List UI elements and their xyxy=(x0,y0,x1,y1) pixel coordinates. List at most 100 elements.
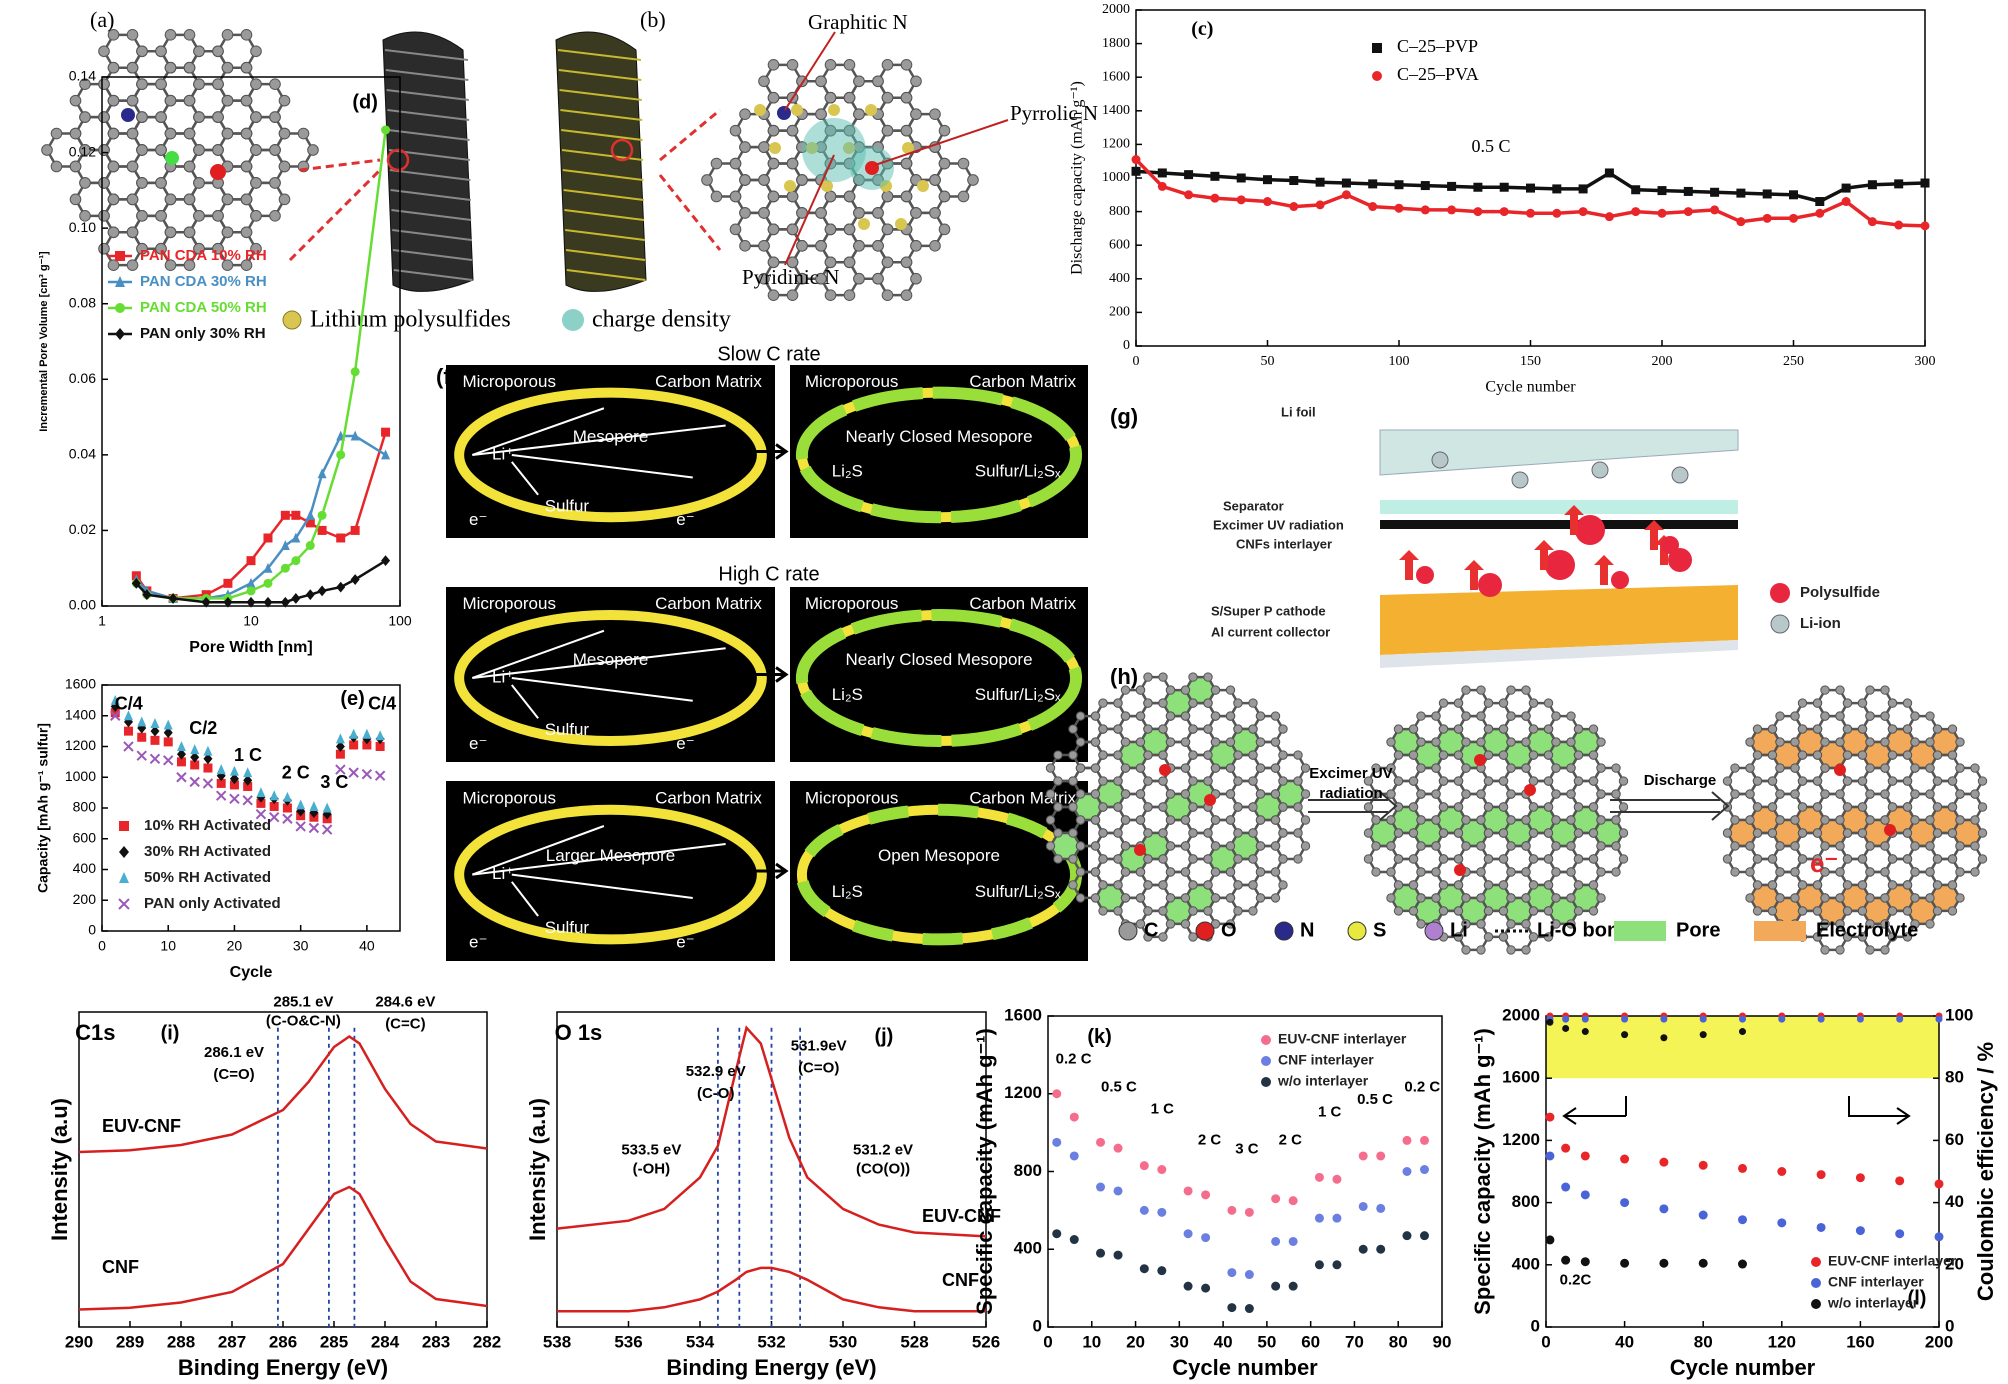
marker xyxy=(1499,182,1509,192)
legend-label: PAN CDA 30% RH xyxy=(140,273,267,290)
atom xyxy=(1386,867,1396,877)
polysulfide xyxy=(1416,566,1434,584)
pore xyxy=(1391,884,1421,911)
atom xyxy=(1551,737,1561,747)
marker xyxy=(1376,1244,1386,1254)
x-tick-label: 40 xyxy=(1214,1332,1233,1351)
atom xyxy=(1075,815,1086,825)
atom xyxy=(1270,737,1281,747)
atom xyxy=(1752,724,1763,734)
marker xyxy=(201,596,211,608)
marker xyxy=(1096,1182,1106,1192)
atom xyxy=(1090,841,1101,851)
atom xyxy=(1143,672,1153,682)
diagram-label: Carbon Matrix xyxy=(655,372,762,391)
atom xyxy=(183,61,196,74)
marker xyxy=(1447,181,1457,191)
annotation: 0.2 C xyxy=(1056,1051,1092,1068)
atom xyxy=(1611,789,1621,799)
atom xyxy=(1528,906,1539,916)
diagram-label: Larger Mesopore xyxy=(546,846,675,865)
atom xyxy=(1835,919,1845,929)
atom xyxy=(1476,815,1486,825)
x-tick-label: 300 xyxy=(1915,354,1936,369)
x-tick-label: 20 xyxy=(1126,1332,1145,1351)
marker xyxy=(202,778,214,789)
atom xyxy=(1431,789,1441,799)
legend-label: w/o interlayer xyxy=(1277,1073,1369,1089)
atom xyxy=(1053,854,1063,864)
pore xyxy=(1571,729,1601,756)
axis-arrow xyxy=(1848,1096,1911,1125)
atom xyxy=(1566,789,1576,799)
pore xyxy=(1391,807,1421,833)
atom xyxy=(307,144,319,156)
atom xyxy=(155,209,167,222)
x-tick-label: 528 xyxy=(900,1332,928,1351)
atom xyxy=(739,141,751,153)
atom xyxy=(1775,815,1785,825)
atom xyxy=(1842,724,1853,734)
tube-ring xyxy=(561,129,643,141)
legend-label: PAN CDA 10% RH xyxy=(140,247,267,264)
annotation: 3 C xyxy=(1235,1141,1259,1158)
x-tick-label: 50 xyxy=(1257,1332,1276,1351)
atom xyxy=(767,124,780,137)
polysulfide xyxy=(791,104,803,116)
arrow xyxy=(511,684,539,719)
marker xyxy=(163,727,173,739)
x-tick-label: 283 xyxy=(422,1332,450,1351)
atom xyxy=(1090,737,1101,747)
atom xyxy=(1551,919,1561,929)
atom xyxy=(1925,815,1935,825)
pore xyxy=(1930,729,1960,756)
atom xyxy=(1543,750,1554,760)
marker xyxy=(176,772,187,783)
atom xyxy=(1416,789,1426,799)
marker xyxy=(1620,1198,1630,1208)
atom xyxy=(767,91,780,104)
x-axis-label: Cycle xyxy=(230,964,273,981)
atom xyxy=(1752,906,1763,916)
atom xyxy=(1300,763,1311,773)
marker xyxy=(1271,1281,1281,1291)
atom xyxy=(1461,737,1471,747)
tube-ring xyxy=(391,209,472,221)
atom xyxy=(1483,698,1494,708)
marker xyxy=(190,760,200,770)
legend-swatch xyxy=(1754,921,1806,941)
legend-label: 50% RH Activated xyxy=(144,869,271,886)
atom xyxy=(155,177,167,189)
marker xyxy=(263,562,273,573)
atom xyxy=(1498,802,1509,812)
atom xyxy=(1225,685,1236,695)
x-tick-label: 200 xyxy=(1652,354,1673,369)
pore xyxy=(1368,820,1399,846)
atom xyxy=(1767,776,1778,786)
atom xyxy=(1722,828,1733,838)
atom xyxy=(1752,776,1763,786)
marker xyxy=(110,708,120,718)
atom xyxy=(1955,737,1965,747)
legend-label: Pore xyxy=(1676,919,1720,941)
atom xyxy=(1363,776,1374,786)
atom xyxy=(1053,828,1063,838)
marker xyxy=(1545,1151,1555,1161)
marker xyxy=(263,578,273,588)
atom xyxy=(1255,867,1266,877)
atom xyxy=(1416,815,1426,825)
atom xyxy=(1483,880,1494,890)
legend-label: 30% RH Activated xyxy=(144,843,271,860)
atom xyxy=(1543,854,1554,864)
atom xyxy=(1158,802,1168,812)
atom xyxy=(1566,763,1576,773)
atom xyxy=(1386,841,1396,851)
y-axis-label: Capacity [mAh g⁻¹ sulfur] xyxy=(35,723,51,893)
atom xyxy=(758,75,770,88)
legend-label: Li-ion xyxy=(1800,615,1841,632)
atom xyxy=(957,190,970,203)
atom xyxy=(1270,789,1281,799)
atom xyxy=(1812,880,1823,890)
atom xyxy=(1165,789,1176,799)
atom xyxy=(1408,828,1419,838)
